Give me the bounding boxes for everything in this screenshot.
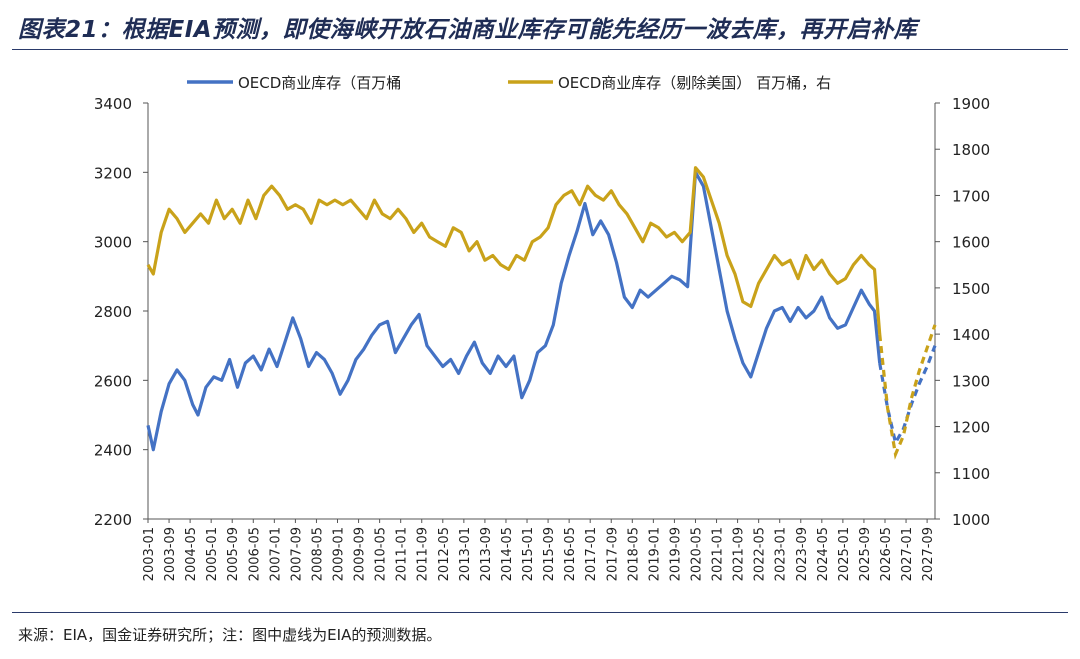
right-tick-label: 1000 bbox=[952, 511, 990, 529]
x-tick-label: 2007-01 bbox=[268, 527, 283, 581]
x-tick-label: 2018-05 bbox=[626, 527, 641, 581]
right-tick-label: 1400 bbox=[952, 326, 990, 344]
x-tick-label: 2017-01 bbox=[584, 527, 599, 581]
x-tick-label: 2021-01 bbox=[711, 527, 726, 581]
right-tick-label: 1700 bbox=[952, 187, 990, 205]
right-tick-label: 1100 bbox=[952, 465, 990, 483]
x-tick-label: 2027-09 bbox=[921, 527, 936, 581]
x-tick-label: 2020-05 bbox=[689, 527, 704, 581]
x-tick-label: 2003-09 bbox=[163, 527, 178, 581]
x-tick-label: 2025-09 bbox=[858, 527, 873, 581]
x-tick-label: 2009-09 bbox=[353, 527, 368, 581]
x-tick-label: 2023-01 bbox=[774, 527, 789, 581]
x-tick-label: 2003-01 bbox=[142, 527, 157, 581]
x-tick-label: 2004-05 bbox=[184, 527, 199, 581]
left-tick-label: 3200 bbox=[94, 164, 132, 182]
series-line-left bbox=[146, 170, 882, 452]
title-rule bbox=[12, 49, 1068, 50]
legend-label-right-series: OECD商业库存（剔除美国） 百万桶，右 bbox=[558, 74, 831, 92]
legend-label-left-series: OECD商业库存（百万桶 bbox=[238, 74, 401, 92]
x-tick-label: 2006-05 bbox=[247, 527, 262, 581]
right-tick-label: 1500 bbox=[952, 280, 990, 298]
x-tick-label: 2019-09 bbox=[668, 527, 683, 581]
x-tick-label: 2026-05 bbox=[879, 527, 894, 581]
series-line-right bbox=[146, 166, 882, 335]
right-y-axis: 1000 1100 1200 1300 1400 1500 1600 1700 1800 1900 bbox=[934, 95, 990, 529]
right-tick-label: 1300 bbox=[952, 372, 990, 390]
x-tick-label: 2005-09 bbox=[226, 527, 241, 581]
x-tick-label: 2013-01 bbox=[458, 527, 473, 581]
x-tick-label: 2023-09 bbox=[795, 527, 810, 581]
x-tick-label: 2012-05 bbox=[437, 527, 452, 581]
x-tick-label: 2024-05 bbox=[816, 527, 831, 581]
left-tick-label: 3000 bbox=[94, 234, 132, 252]
x-tick-label: 2017-09 bbox=[605, 527, 620, 581]
series-group bbox=[146, 166, 937, 460]
x-tick-label: 2015-01 bbox=[521, 527, 536, 581]
x-tick-label: 2010-05 bbox=[374, 527, 389, 581]
source-note: 来源：EIA，国金证券研究所；注：图中虚线为EIA的预测数据。 bbox=[18, 626, 442, 644]
x-tick-label: 2022-05 bbox=[753, 527, 768, 581]
left-tick-label: 2800 bbox=[94, 303, 132, 321]
x-tick-label: 2019-01 bbox=[647, 527, 662, 581]
x-tick-label: 2007-09 bbox=[289, 527, 304, 581]
legend: OECD商业库存（百万桶 OECD商业库存（剔除美国） 百万桶，右 bbox=[187, 74, 831, 92]
left-tick-label: 2600 bbox=[94, 372, 132, 390]
source-rule bbox=[12, 612, 1068, 613]
x-axis: 2003-01 2003-09 2004-05 2005-01 2005-09 2006-… bbox=[142, 518, 936, 581]
x-tick-label: 2011-01 bbox=[395, 527, 410, 581]
x-tick-label: 2027-01 bbox=[900, 527, 915, 581]
x-tick-label: 2014-05 bbox=[500, 527, 515, 581]
x-tick-label: 2016-05 bbox=[563, 527, 578, 581]
left-tick-label: 2200 bbox=[94, 511, 132, 529]
left-y-axis: 2200 2400 2600 2800 3000 3200 3400 bbox=[94, 95, 149, 529]
page-title: 图表21：根据EIA预测，即使海峡开放石油商业库存可能先经历一波去库，再开启补库 bbox=[18, 17, 918, 43]
right-tick-label: 1200 bbox=[952, 419, 990, 437]
x-tick-label: 2021-09 bbox=[732, 527, 747, 581]
left-tick-label: 3400 bbox=[94, 95, 132, 113]
right-tick-label: 1800 bbox=[952, 141, 990, 159]
x-tick-label: 2005-01 bbox=[205, 527, 220, 581]
x-tick-label: 2009-01 bbox=[332, 527, 347, 581]
x-tick-label: 2025-01 bbox=[837, 527, 852, 581]
x-tick-label: 2008-05 bbox=[310, 527, 325, 581]
left-tick-label: 2400 bbox=[94, 442, 132, 460]
x-tick-label: 2015-09 bbox=[542, 527, 557, 581]
dual-axis-line-chart: 2200 2400 2600 2800 3000 3200 3400 1000 1100 120… bbox=[94, 74, 990, 581]
x-tick-label: 2011-09 bbox=[416, 527, 431, 581]
right-tick-label: 1900 bbox=[952, 95, 990, 113]
series-forecast-line-right bbox=[878, 324, 937, 460]
right-tick-label: 1600 bbox=[952, 234, 990, 252]
x-tick-label: 2013-09 bbox=[479, 527, 494, 581]
series-forecast-line-left bbox=[878, 345, 937, 448]
